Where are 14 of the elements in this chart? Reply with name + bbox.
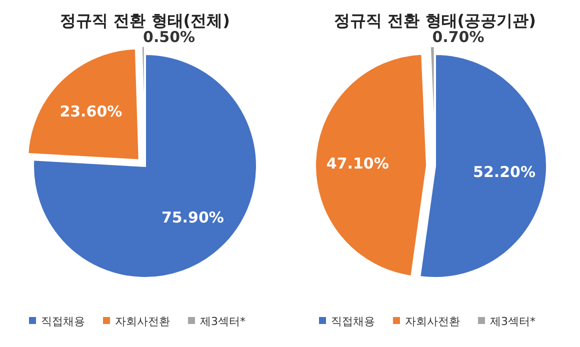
legend-label: 제3섹터* <box>490 315 536 328</box>
legend-label: 직접채용 <box>41 315 85 328</box>
legend-label: 제3섹터* <box>200 315 246 328</box>
legend-label: 자회사전환 <box>405 315 460 328</box>
legend-label: 직접채용 <box>331 315 375 328</box>
data-label: 23.60% <box>60 102 122 121</box>
data-label: 0.70% <box>432 28 484 46</box>
legend-label: 자회사전환 <box>115 315 170 328</box>
chart-title: 정규직 전환 형태(공공기관) <box>334 11 536 30</box>
data-label: 75.90% <box>161 208 224 226</box>
chart-title: 정규직 전환 형태(전체) <box>60 11 230 30</box>
data-label: 0.50% <box>143 28 196 46</box>
data-label: 47.10% <box>326 154 389 172</box>
data-label: 52.20% <box>473 162 536 181</box>
